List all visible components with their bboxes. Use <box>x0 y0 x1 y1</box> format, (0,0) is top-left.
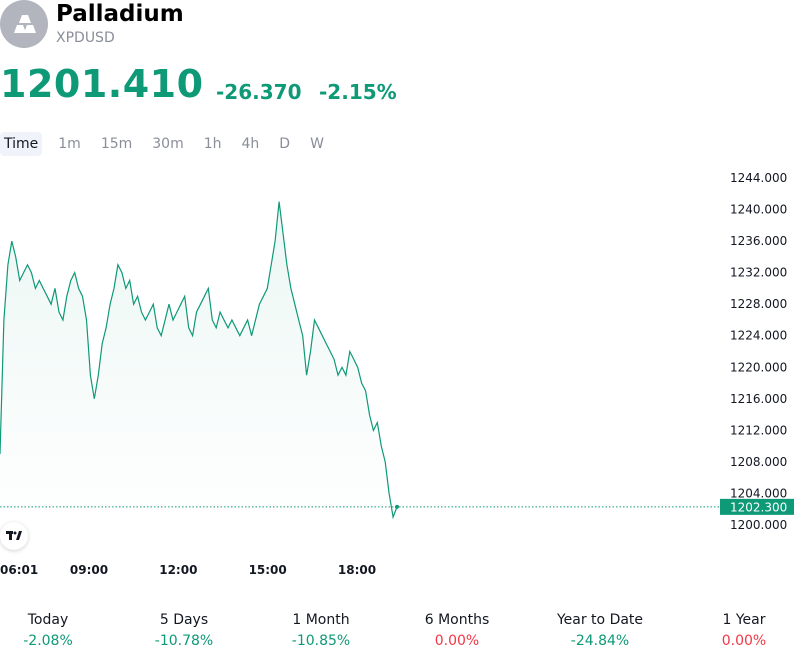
perf-value: 0.00% <box>434 633 480 649</box>
tab-1m[interactable]: 1m <box>58 136 81 152</box>
x-axis-tick: 06:01 <box>0 563 38 577</box>
price-area-fill <box>0 201 397 530</box>
tab-w[interactable]: W <box>310 136 324 152</box>
last-price-tag-label: 1202.300 <box>730 500 787 514</box>
y-axis-tick: 1232.000 <box>730 266 787 280</box>
y-axis-tick: 1216.000 <box>730 392 787 406</box>
interval-tabs: Time 1m 15m 30m 1h 4h D W <box>0 132 340 156</box>
price-change-percent: -2.15% <box>319 80 397 104</box>
perf-label: Year to Date <box>556 612 644 628</box>
y-axis-tick: 1228.000 <box>730 297 787 311</box>
x-axis-tick: 15:00 <box>249 563 287 577</box>
price-line <box>0 201 398 520</box>
x-axis-tick: 09:00 <box>70 563 108 577</box>
tab-d[interactable]: D <box>279 136 291 152</box>
perf-label: Today <box>27 612 69 628</box>
y-axis-tick: 1240.000 <box>730 203 787 217</box>
price-change: -26.370 <box>216 80 302 104</box>
perf-label: 1 Year <box>722 612 766 628</box>
perf-label: 1 Month <box>292 612 350 628</box>
tab-4h[interactable]: 4h <box>241 136 260 152</box>
perf-6-months[interactable]: 6 Months 0.00% <box>392 611 522 651</box>
y-axis-tick: 1236.000 <box>730 234 787 248</box>
perf-value: -10.78% <box>154 633 214 649</box>
tab-30m[interactable]: 30m <box>152 136 184 152</box>
perf-value: -2.08% <box>23 633 73 649</box>
tab-time[interactable]: Time <box>0 132 43 156</box>
perf-1-year[interactable]: 1 Year 0.00% <box>679 611 800 651</box>
x-axis-tick: 12:00 <box>159 563 197 577</box>
y-axis-tick: 1212.000 <box>730 423 787 437</box>
symbol-title: Palladium <box>56 1 184 27</box>
perf-year-to-date[interactable]: Year to Date -24.84% <box>535 611 665 651</box>
tab-1h[interactable]: 1h <box>203 136 222 152</box>
y-axis-tick: 1224.000 <box>730 329 787 343</box>
perf-5-days[interactable]: 5 Days -10.78% <box>119 611 249 651</box>
last-price-dot <box>395 504 399 509</box>
x-axis-tick: 18:00 <box>338 563 376 577</box>
perf-value: -10.85% <box>291 633 351 649</box>
last-price-tag <box>720 498 794 515</box>
perf-value: -24.84% <box>570 633 630 649</box>
perf-1-month[interactable]: 1 Month -10.85% <box>256 611 386 651</box>
y-axis-tick: 1244.000 <box>730 171 787 185</box>
y-axis-tick: 1204.000 <box>730 486 787 500</box>
y-axis-tick: 1200.000 <box>730 518 787 532</box>
perf-today[interactable]: Today -2.08% <box>0 611 113 651</box>
last-price: 1201.410 <box>0 62 204 106</box>
performance-strip: Today -2.08% 5 Days -10.78% 1 Month -10.… <box>0 611 800 651</box>
gold-bars-icon <box>0 0 48 48</box>
tradingview-logo-icon[interactable] <box>0 522 28 550</box>
perf-value: 0.00% <box>721 633 767 649</box>
symbol-ticker: XPDUSD <box>56 30 115 46</box>
y-axis-tick: 1208.000 <box>730 455 787 469</box>
price-chart[interactable]: 1202.300 1244.000 1240.000 1236.000 1232.00… <box>0 170 800 585</box>
tab-15m[interactable]: 15m <box>100 136 133 152</box>
perf-label: 5 Days <box>159 612 209 628</box>
y-axis-tick: 1220.000 <box>730 360 787 374</box>
perf-label: 6 Months <box>424 612 490 628</box>
